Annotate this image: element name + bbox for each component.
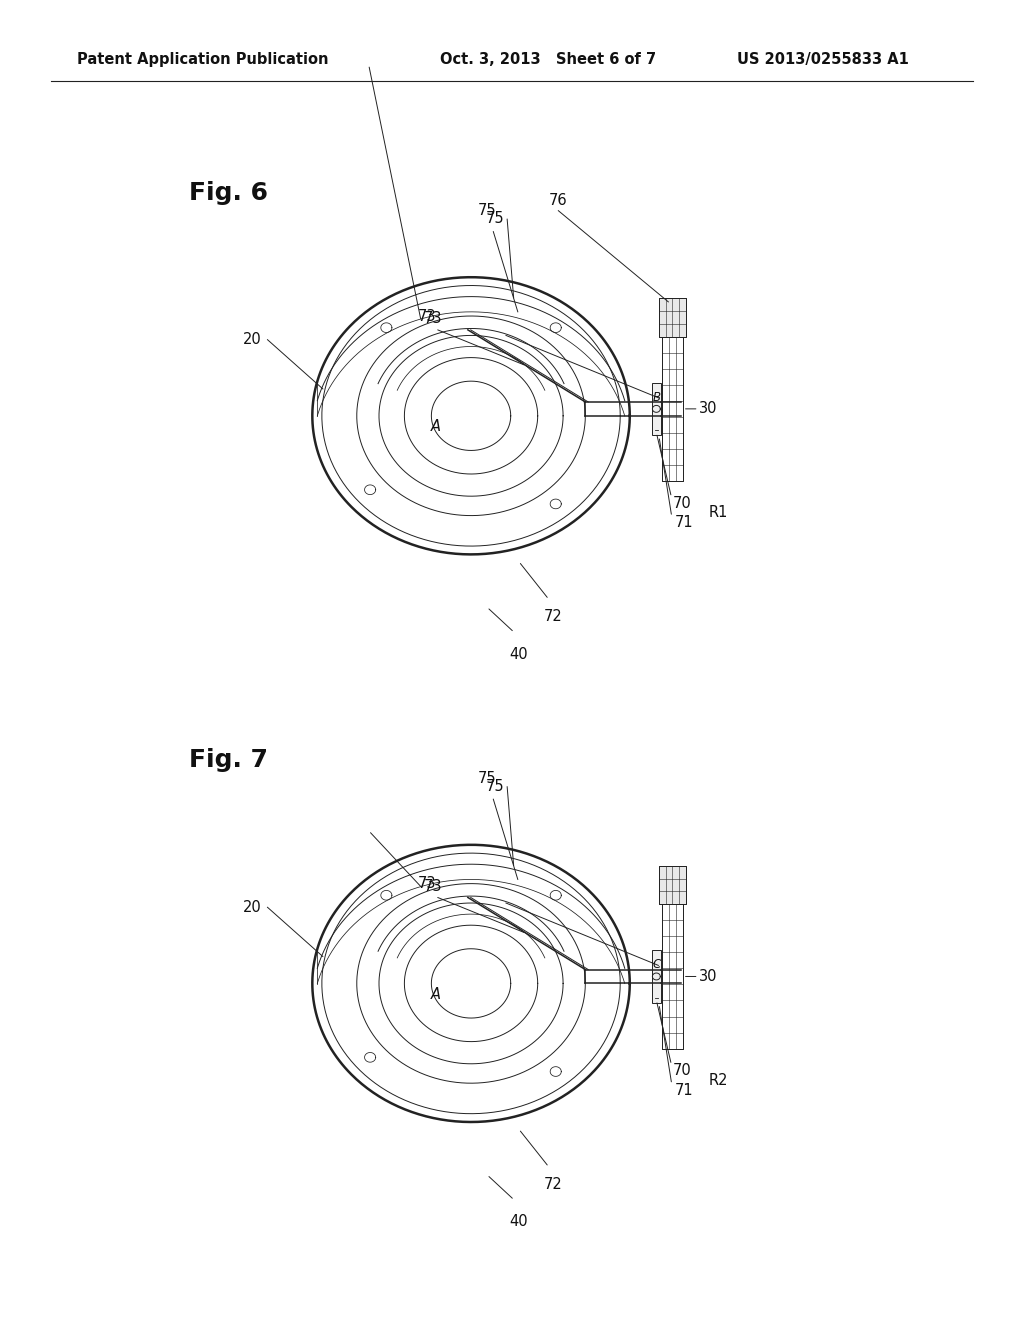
Bar (659, 298, 686, 337)
Text: 40: 40 (509, 647, 528, 661)
Text: 20: 20 (243, 900, 261, 915)
Text: 73: 73 (424, 879, 442, 894)
Text: 30: 30 (699, 401, 718, 416)
Text: 30: 30 (699, 969, 718, 983)
Bar (652, 383, 660, 436)
Text: 75: 75 (485, 779, 504, 795)
Text: 75: 75 (477, 771, 497, 785)
Text: R1: R1 (709, 506, 727, 520)
Text: 73: 73 (424, 312, 442, 326)
Text: US 2013/0255833 A1: US 2013/0255833 A1 (737, 51, 909, 67)
Text: 72: 72 (544, 610, 563, 624)
Text: 75: 75 (485, 211, 504, 227)
Text: R2: R2 (709, 1073, 728, 1088)
Text: 70: 70 (673, 495, 691, 511)
Text: 71: 71 (675, 1082, 693, 1098)
Bar (659, 866, 686, 904)
Text: 75: 75 (477, 203, 497, 218)
Text: 76: 76 (549, 194, 567, 209)
Bar (652, 950, 660, 1003)
Bar (663, 904, 683, 1048)
Text: Fig. 7: Fig. 7 (189, 748, 268, 772)
Text: 73: 73 (418, 309, 436, 323)
Text: 71: 71 (675, 515, 693, 531)
Text: 70: 70 (673, 1063, 691, 1078)
Text: 72: 72 (544, 1177, 563, 1192)
Text: 20: 20 (243, 333, 261, 347)
Text: A: A (431, 987, 441, 1002)
Text: A: A (431, 420, 441, 434)
Text: C: C (652, 958, 660, 972)
Bar (663, 337, 683, 480)
Text: 40: 40 (509, 1214, 528, 1229)
Text: 73: 73 (418, 876, 436, 891)
Text: Fig. 6: Fig. 6 (189, 181, 268, 205)
Text: B: B (652, 391, 660, 404)
Text: Oct. 3, 2013   Sheet 6 of 7: Oct. 3, 2013 Sheet 6 of 7 (440, 51, 656, 67)
Text: Patent Application Publication: Patent Application Publication (77, 51, 329, 67)
